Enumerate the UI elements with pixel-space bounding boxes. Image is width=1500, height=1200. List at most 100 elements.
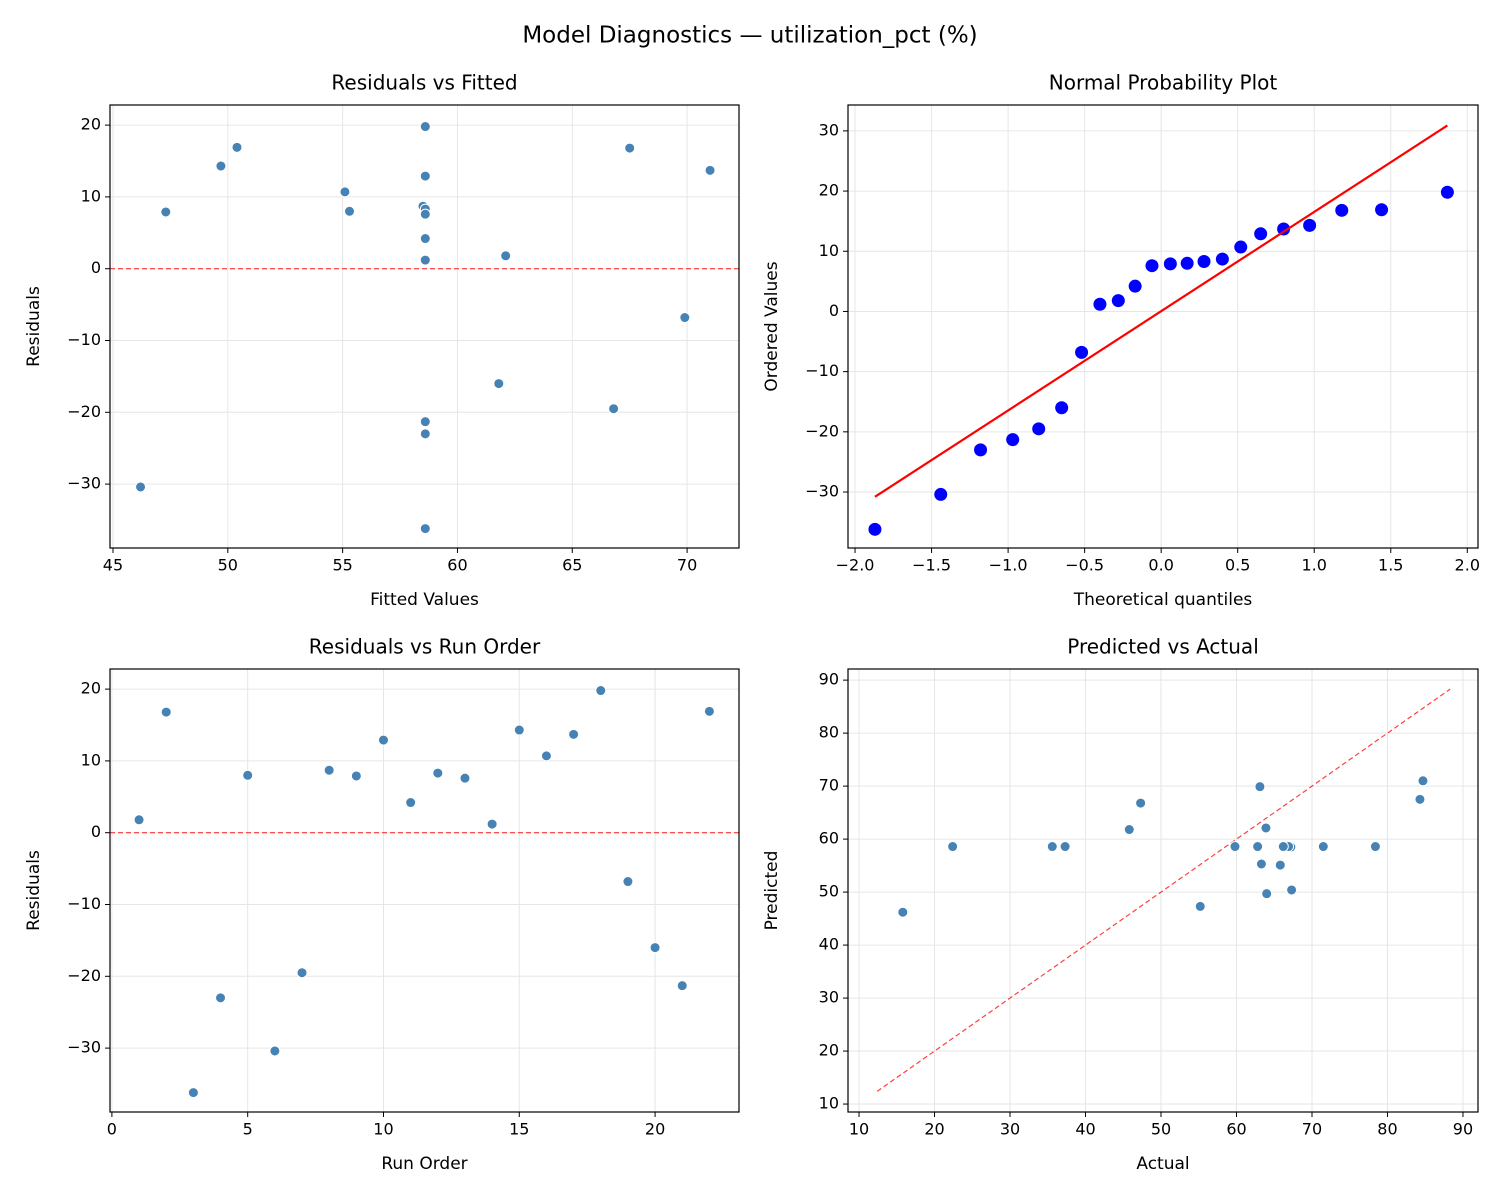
y-tick-label: −20 bbox=[67, 402, 101, 421]
y-tick-label: 20 bbox=[819, 1041, 839, 1060]
point bbox=[405, 797, 417, 809]
point bbox=[1277, 222, 1291, 236]
point bbox=[947, 841, 959, 853]
y-axis-label: Predicted bbox=[762, 851, 782, 931]
y-tick-label: 10 bbox=[819, 1094, 839, 1113]
point bbox=[1261, 888, 1273, 900]
subplot-title: Residuals vs Run Order bbox=[309, 635, 541, 659]
y-tick-label: 30 bbox=[819, 120, 839, 139]
point bbox=[419, 428, 431, 440]
point bbox=[1255, 858, 1267, 870]
point bbox=[1440, 185, 1454, 199]
y-tick-label: −20 bbox=[805, 421, 839, 440]
point bbox=[1252, 841, 1264, 853]
point bbox=[419, 416, 431, 428]
point bbox=[1260, 822, 1272, 834]
point bbox=[269, 1045, 281, 1057]
y-tick-label: 20 bbox=[81, 679, 101, 698]
point bbox=[296, 967, 308, 979]
y-tick-label: 70 bbox=[819, 776, 839, 795]
plot-area bbox=[868, 124, 1454, 536]
subplot: 45 50 55 60 65 70 −30 −20 −10 0 10 20 Residuals vs F… bbox=[24, 71, 740, 610]
x-tick-label: 45 bbox=[103, 556, 123, 575]
subplot: 10 20 30 40 50 60 70 80 90 10 20 30 40 50 60 70 80 90 Pred… bbox=[762, 635, 1479, 1174]
x-tick-label: 2.0 bbox=[1455, 556, 1480, 575]
point bbox=[1046, 841, 1058, 853]
point bbox=[1286, 884, 1298, 896]
point bbox=[242, 769, 254, 781]
axes-frame bbox=[109, 668, 740, 1113]
point bbox=[624, 142, 636, 154]
axes-frame bbox=[109, 104, 740, 549]
point bbox=[1123, 824, 1135, 836]
y-tick-label: −30 bbox=[67, 1038, 101, 1057]
subplot: −2.0 −1.5 −1.0 −0.5 0.0 0.5 1.0 1.5 2.0 −30 −20 −10… bbox=[762, 71, 1480, 611]
point bbox=[622, 876, 634, 888]
x-tick-label: 65 bbox=[562, 556, 582, 575]
x-tick-label: 10 bbox=[849, 1120, 869, 1139]
x-tick-label: 60 bbox=[447, 556, 467, 575]
point bbox=[1317, 841, 1329, 853]
point bbox=[934, 487, 948, 501]
y-tick-label: −10 bbox=[805, 361, 839, 380]
point bbox=[215, 992, 227, 1004]
fit-line bbox=[874, 124, 1448, 498]
y-tick-label: 90 bbox=[819, 670, 839, 689]
point bbox=[486, 818, 498, 830]
point bbox=[1417, 775, 1429, 787]
x-tick-label: −1.5 bbox=[912, 556, 951, 575]
x-tick-label: −2.0 bbox=[836, 556, 875, 575]
point bbox=[1093, 297, 1107, 311]
point bbox=[135, 481, 147, 493]
y-tick-label: −10 bbox=[67, 330, 101, 349]
y-axis-label: Ordered Values bbox=[762, 261, 782, 391]
plot-area bbox=[110, 685, 739, 1099]
point bbox=[339, 186, 351, 198]
point bbox=[897, 906, 909, 918]
point bbox=[419, 523, 431, 535]
x-tick-label: 0 bbox=[107, 1120, 117, 1139]
point bbox=[608, 403, 620, 415]
point bbox=[1128, 279, 1142, 293]
point bbox=[1335, 203, 1349, 217]
point bbox=[1055, 401, 1069, 415]
point bbox=[1059, 841, 1071, 853]
x-tick-label: 20 bbox=[645, 1120, 665, 1139]
subplot-title: Normal Probability Plot bbox=[1049, 71, 1278, 95]
y-tick-label: 10 bbox=[81, 750, 101, 769]
y-tick-label: 40 bbox=[819, 935, 839, 954]
point bbox=[215, 160, 227, 172]
point bbox=[974, 443, 988, 457]
x-tick-label: 20 bbox=[924, 1120, 944, 1139]
point bbox=[459, 772, 471, 784]
y-tick-label: 30 bbox=[819, 988, 839, 1007]
point bbox=[1254, 227, 1268, 241]
y-tick-label: 0 bbox=[91, 258, 101, 277]
x-tick-label: 50 bbox=[1151, 1120, 1171, 1139]
point bbox=[500, 250, 512, 262]
y-tick-label: 10 bbox=[81, 186, 101, 205]
point bbox=[703, 705, 715, 717]
y-tick-label: 20 bbox=[81, 115, 101, 134]
subplot-title: Residuals vs Fitted bbox=[331, 71, 517, 95]
y-axis-label: Residuals bbox=[24, 850, 44, 931]
point bbox=[419, 208, 431, 220]
x-tick-label: −1.0 bbox=[989, 556, 1028, 575]
x-tick-label: 0.5 bbox=[1225, 556, 1250, 575]
x-axis-label: Actual bbox=[1136, 1154, 1189, 1174]
x-tick-label: 5 bbox=[243, 1120, 253, 1139]
x-axis-label: Fitted Values bbox=[370, 590, 479, 610]
point bbox=[419, 121, 431, 133]
point bbox=[649, 942, 661, 954]
y-tick-label: −30 bbox=[67, 474, 101, 493]
x-tick-label: 60 bbox=[1226, 1120, 1246, 1139]
point bbox=[1375, 203, 1389, 217]
y-tick-label: 60 bbox=[819, 829, 839, 848]
subplot-title: Predicted vs Actual bbox=[1067, 635, 1259, 659]
y-tick-label: 0 bbox=[91, 822, 101, 841]
y-axis-label: Residuals bbox=[24, 286, 44, 367]
y-tick-label: −10 bbox=[67, 894, 101, 913]
x-tick-label: 10 bbox=[373, 1120, 393, 1139]
point bbox=[160, 706, 172, 718]
